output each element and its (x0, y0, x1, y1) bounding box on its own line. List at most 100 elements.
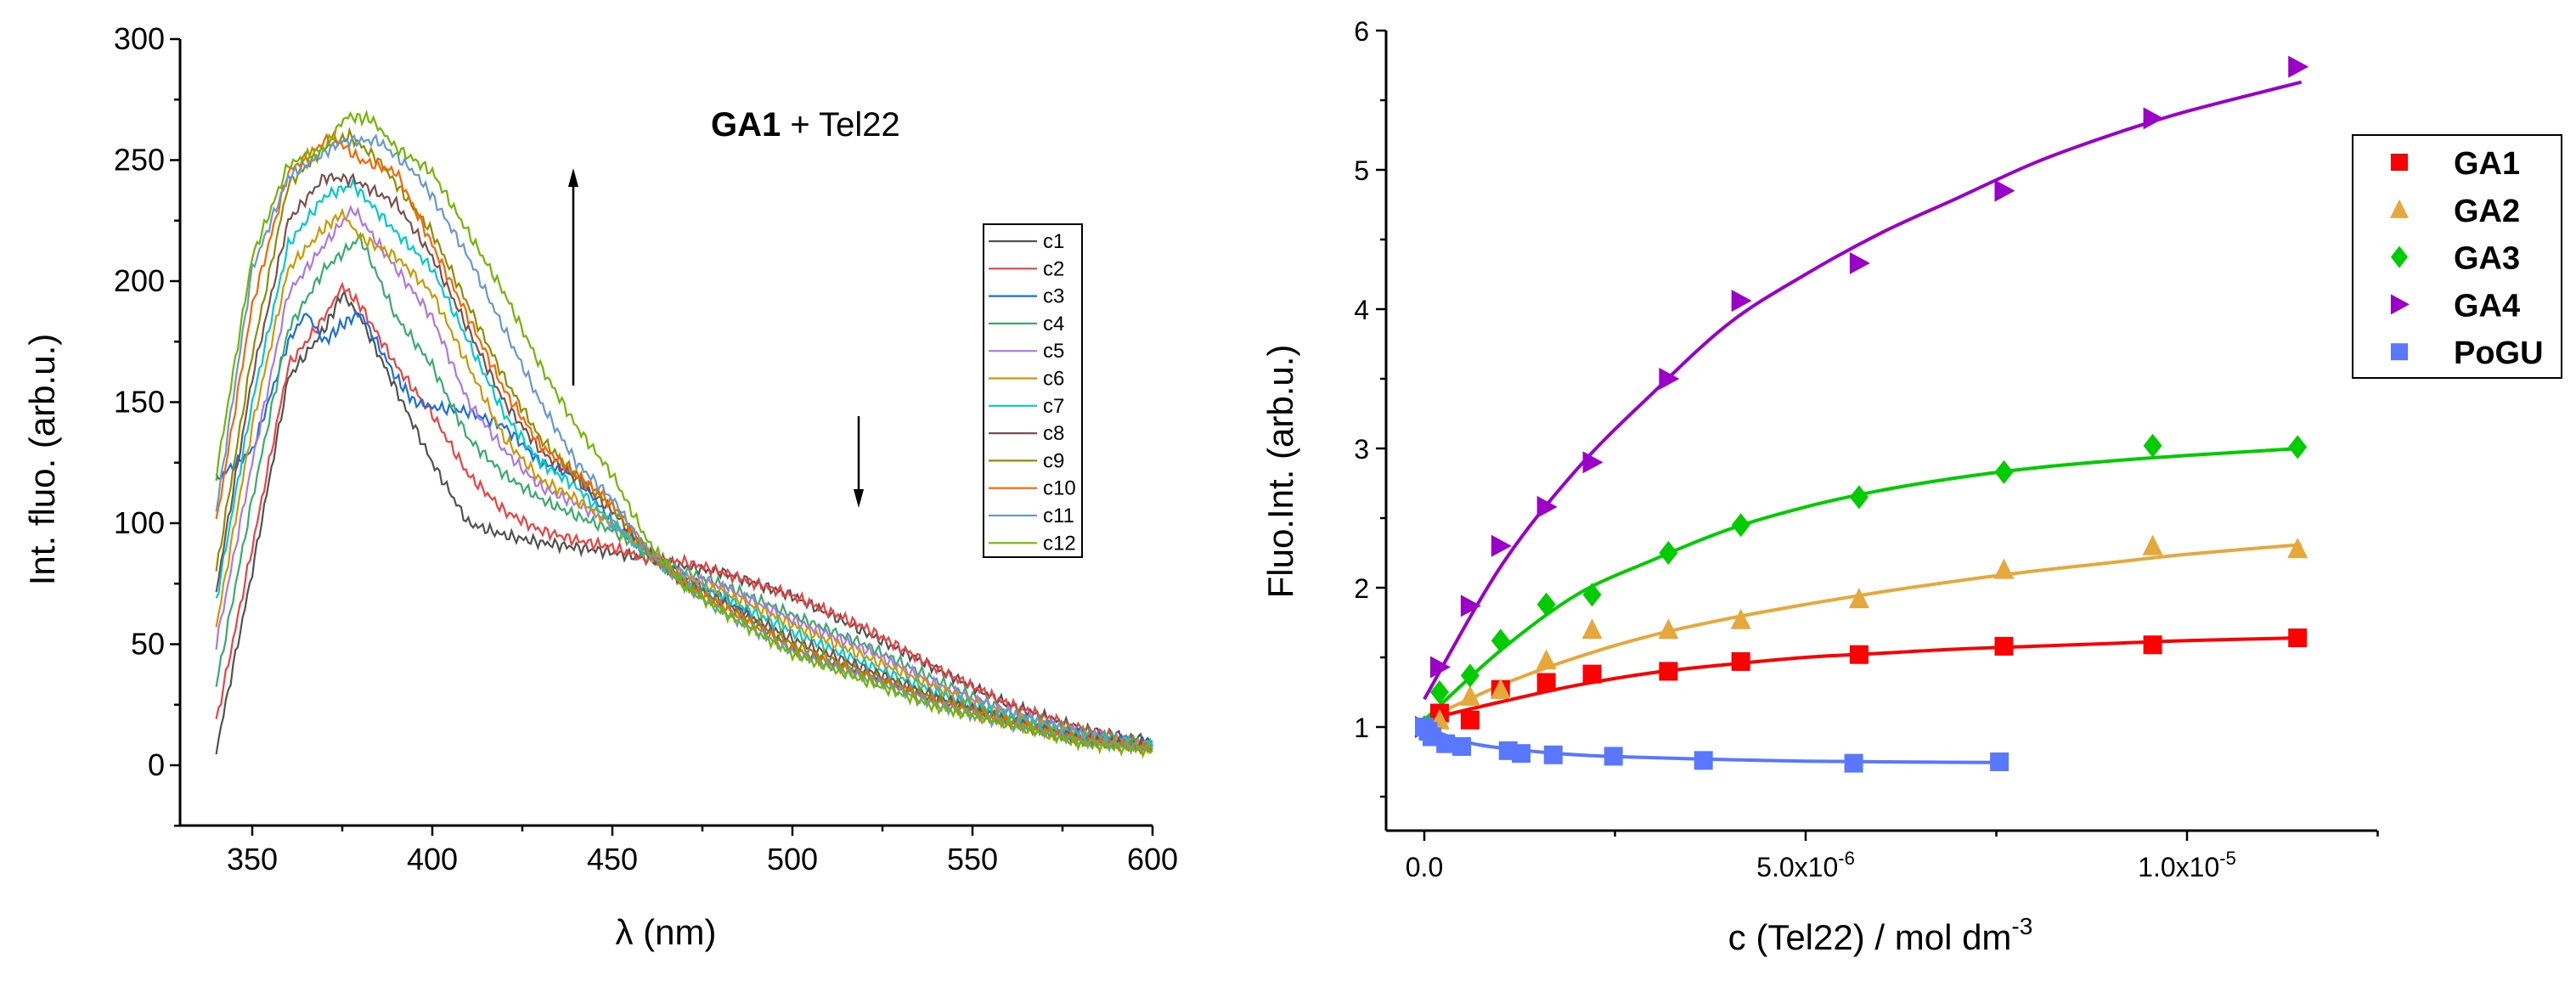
x-tick-label: 5.0x10-6 (1756, 848, 1855, 882)
legend-box (983, 223, 1083, 558)
x-tick-label-base: 1.0x10 (2138, 852, 2219, 882)
data-point-GA4 (1491, 534, 1512, 557)
y-tick-label: 150 (114, 385, 165, 420)
legend-label-c10: c10 (1043, 477, 1076, 500)
x-title-sup: -3 (2011, 913, 2032, 939)
data-point-GA2 (1658, 618, 1679, 640)
x-tick-label: 550 (947, 842, 998, 876)
legend-label-GA4: GA4 (2454, 288, 2520, 324)
data-point-GA2 (1993, 558, 2015, 579)
data-point-PoGU (1604, 747, 1623, 766)
data-point-GA1 (2143, 635, 2162, 655)
legend-label-GA3: GA3 (2454, 241, 2520, 277)
data-point-PoGU (1543, 745, 1563, 764)
legend-label-c7: c7 (1043, 395, 1064, 418)
x-tick-label: 0.0 (1406, 852, 1443, 882)
data-point-GA3 (2288, 435, 2308, 459)
data-point-GA4 (1582, 451, 1604, 474)
legend-label-PoGU: PoGU (2454, 335, 2544, 371)
x-tick-label: 450 (587, 842, 638, 876)
y-tick-label: 2 (1354, 573, 1369, 604)
data-point-PoGU (1436, 734, 1456, 753)
x-tick-label: 400 (407, 842, 458, 876)
data-point-GA3 (1659, 541, 1678, 565)
x-tick-label: 600 (1127, 842, 1178, 876)
y-tick-label: 200 (114, 263, 165, 298)
data-markers (1414, 55, 2309, 773)
data-point-GA1 (2288, 628, 2308, 648)
data-point-GA2 (1490, 678, 1511, 699)
data-point-GA1 (1536, 673, 1556, 692)
title-rest: + Tel22 (781, 106, 900, 144)
y-tick-label: 3 (1354, 434, 1369, 465)
data-point-GA3 (1460, 663, 1480, 688)
legend-label-c3: c3 (1043, 285, 1064, 308)
data-point-GA2 (1730, 608, 1751, 629)
legend-label-c2: c2 (1043, 257, 1064, 280)
data-point-GA3 (1582, 583, 1602, 607)
left-chart-spectra: 350 400 450 500 550 600 0 50 100 150 200 250 300 GA1… (22, 21, 1178, 952)
x-tick-label-base: 0.0 (1406, 852, 1443, 882)
title-bold: GA1 (711, 106, 781, 144)
right-x-axis-title: c (Tel22) / mol dm-3 (1728, 913, 2033, 957)
legend-marker-GA4 (2391, 294, 2410, 315)
spectra-lines (215, 109, 1154, 759)
data-point-GA4 (1536, 495, 1558, 518)
legend-label-GA2: GA2 (2454, 194, 2520, 229)
data-point-GA3 (2143, 433, 2162, 458)
data-point-PoGU (1452, 736, 1472, 756)
data-point-GA3 (1849, 485, 1869, 510)
data-point-GA2 (2142, 534, 2163, 555)
data-point-GA1 (1994, 636, 2014, 656)
data-point-GA4 (1659, 368, 1680, 390)
data-point-PoGU (1512, 744, 1531, 764)
data-point-GA3 (1429, 680, 1449, 704)
legend-label-c8: c8 (1043, 422, 1064, 445)
legend-marker-GA3 (2391, 245, 2408, 268)
data-point-GA2 (1459, 685, 1480, 706)
y-tick-label: 250 (114, 143, 165, 178)
legend-label-c4: c4 (1043, 313, 1064, 335)
data-point-GA1 (1460, 710, 1480, 730)
y-tick-label: 1 (1354, 713, 1369, 743)
right-legend: GA1 GA2 GA3 GA4 PoGU (2352, 134, 2562, 379)
fit-curve-GA3 (1423, 447, 2302, 722)
legend-marker-GA2 (2390, 199, 2409, 218)
legend-label-c1: c1 (1043, 230, 1064, 253)
data-point-GA4 (1849, 251, 1870, 274)
y-tick-label: 4 (1354, 295, 1369, 325)
y-tick-label: 0 (148, 747, 165, 782)
x-tick-label-base: 5.0x10 (1756, 852, 1838, 882)
x-tick-label: 350 (227, 842, 278, 876)
legend-label-GA1: GA1 (2454, 146, 2520, 182)
data-point-GA4 (1731, 290, 1752, 313)
y-tick-label: 100 (114, 505, 165, 540)
data-point-GA3 (1994, 459, 2014, 484)
legend-label-c5: c5 (1043, 340, 1064, 363)
left-y-axis-title: Int. fluo. (arb.u.) (22, 334, 62, 585)
x-tick-label-exponent: -5 (2219, 848, 2236, 869)
data-point-GA4 (1460, 595, 1481, 617)
data-point-GA1 (1849, 645, 1869, 664)
legend-label-c9: c9 (1043, 449, 1064, 472)
data-point-GA4 (2288, 55, 2309, 78)
data-point-GA1 (1731, 651, 1750, 671)
fit-curve-GA2 (1423, 543, 2302, 722)
arrow-up-icon (568, 168, 578, 386)
y-tick-label: 6 (1354, 16, 1369, 47)
legend-marker-GA1 (2391, 154, 2408, 171)
y-tick-label: 50 (131, 627, 165, 662)
spectrum-line-c2 (215, 281, 1153, 753)
spectrum-line-c12 (215, 109, 1153, 759)
left-legend: c1 c2 c3 c4 c5 c6 c7 c8 c9 c10 c11 c12 (983, 223, 1083, 558)
data-point-GA4 (1429, 656, 1451, 679)
arrow-down-icon (854, 416, 864, 508)
data-point-PoGU (1694, 751, 1713, 770)
data-point-GA2 (1581, 618, 1603, 640)
data-point-GA2 (1536, 649, 1557, 670)
data-point-PoGU (1844, 753, 1863, 773)
data-point-GA3 (1491, 628, 1510, 653)
x-title-text: c (Tel22) / mol dm (1728, 917, 2012, 957)
data-point-GA2 (1848, 588, 1869, 609)
x-tick-label: 1.0x10-5 (2138, 848, 2236, 882)
